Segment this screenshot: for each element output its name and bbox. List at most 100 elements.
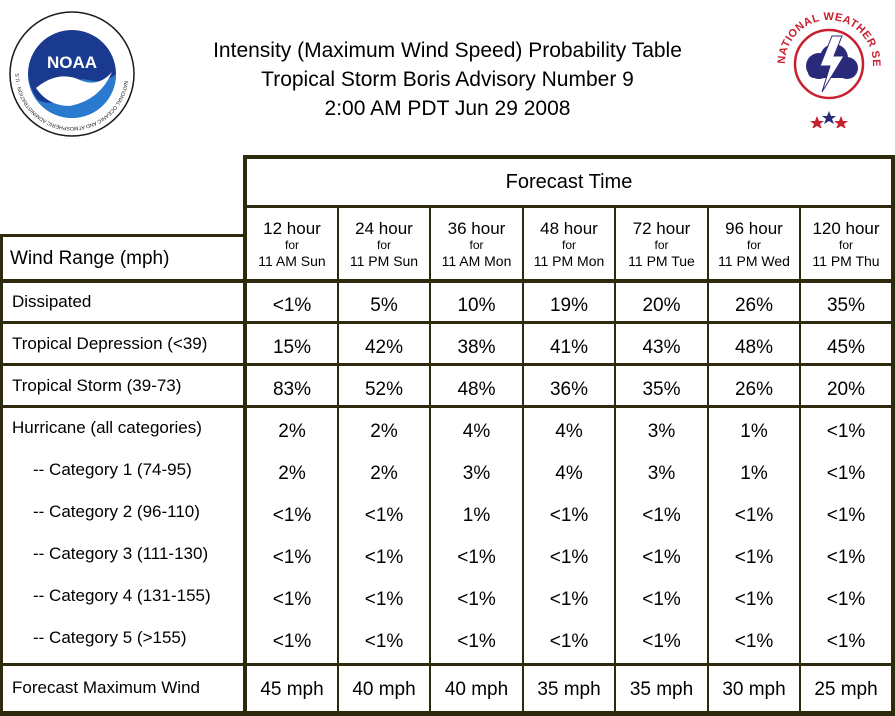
probability-cell: <1% xyxy=(826,631,866,652)
probability-cell: <1% xyxy=(364,589,404,610)
row-label: Tropical Depression (<39) xyxy=(12,334,208,353)
probability-cell: <1% xyxy=(364,631,404,652)
column-header-time: 11 PM Thu xyxy=(812,253,880,269)
probability-cell: 48% xyxy=(457,379,496,400)
column-header-hour: 36 hour xyxy=(447,219,506,238)
probability-cell: <1% xyxy=(272,631,312,652)
probability-cell: <1% xyxy=(642,589,681,610)
column-header-hour: 12 hour xyxy=(263,219,321,238)
probability-cell: 15% xyxy=(272,337,312,358)
column-header-time: 11 PM Mon xyxy=(533,253,605,269)
probability-cell: 35 mph xyxy=(629,679,694,700)
column-header-hour: 72 hour xyxy=(632,219,691,238)
probability-cell: 40 mph xyxy=(352,679,416,700)
column-header-for: for xyxy=(561,238,576,252)
probability-cell: 30 mph xyxy=(722,679,786,700)
probability-cell: 41% xyxy=(549,337,589,358)
probability-cell: <1% xyxy=(549,505,589,526)
row-label: -- Category 2 (96-110) xyxy=(33,502,200,521)
noaa-text: NOAA xyxy=(47,53,97,72)
column-header-for: for xyxy=(838,238,853,252)
probability-cell: 5% xyxy=(370,295,398,316)
column-header-for: for xyxy=(746,238,761,252)
probability-cell: <1% xyxy=(549,589,589,610)
probability-cell: <1% xyxy=(734,505,774,526)
probability-cell: 42% xyxy=(364,337,404,358)
probability-cell: <1% xyxy=(272,295,312,316)
column-header: 12 hour for 11 AM Sun xyxy=(247,208,337,279)
row-label: -- Category 1 (74-95) xyxy=(33,460,192,479)
probability-cell: <1% xyxy=(457,547,496,568)
title-line-3: 2:00 AM PDT Jun 29 2008 xyxy=(324,97,571,120)
probability-cell: 35% xyxy=(826,295,866,316)
probability-cell: 4% xyxy=(555,463,583,484)
probability-cell: <1% xyxy=(272,505,312,526)
probability-cell: <1% xyxy=(826,589,866,610)
row-label: Tropical Storm (39-73) xyxy=(12,376,182,395)
probability-cell: 83% xyxy=(272,379,312,400)
column-header-time: 11 PM Tue xyxy=(628,253,695,269)
column-header-time: 11 PM Sun xyxy=(349,253,419,269)
probability-cell: 43% xyxy=(642,337,681,358)
probability-cell: 3% xyxy=(462,463,491,484)
probability-cell: 52% xyxy=(364,379,404,400)
probability-cell: 2% xyxy=(278,421,306,442)
probability-cell: 40 mph xyxy=(444,679,509,700)
probability-cell: <1% xyxy=(826,463,866,484)
probability-cell: 4% xyxy=(555,421,583,442)
row-label: -- Category 4 (131-155) xyxy=(33,586,211,605)
probability-cell: 35 mph xyxy=(537,679,601,700)
title-line-1: Intensity (Maximum Wind Speed) Probabili… xyxy=(213,39,682,62)
probability-cell: <1% xyxy=(549,547,589,568)
column-header-time: 11 AM Sun xyxy=(258,253,326,269)
probability-cell: 2% xyxy=(278,463,306,484)
column-header: 36 hour for 11 AM Mon xyxy=(431,208,522,279)
probability-cell: 19% xyxy=(549,295,589,316)
probability-cell: 35% xyxy=(642,379,681,400)
probability-cell: 36% xyxy=(549,379,589,400)
probability-cell: 3% xyxy=(647,421,676,442)
forecast-time-header: Forecast Time xyxy=(505,170,633,193)
column-header-hour: 48 hour xyxy=(540,219,598,238)
probability-cell: <1% xyxy=(642,631,681,652)
probability-cell: <1% xyxy=(364,547,404,568)
column-header-for: for xyxy=(654,238,669,252)
probability-cell: 10% xyxy=(457,295,496,316)
probability-cell: <1% xyxy=(457,589,496,610)
probability-cell: 20% xyxy=(826,379,866,400)
probability-cell: <1% xyxy=(826,547,866,568)
column-header-for: for xyxy=(376,238,391,252)
probability-cell: 48% xyxy=(734,337,774,358)
probability-cell: <1% xyxy=(734,631,774,652)
column-header-hour: 96 hour xyxy=(725,219,783,238)
probability-cell: 1% xyxy=(462,505,491,526)
probability-cell: 26% xyxy=(734,295,774,316)
probability-cell: 26% xyxy=(734,379,774,400)
column-header-time: 11 AM Mon xyxy=(441,253,512,269)
probability-cell: <1% xyxy=(457,631,496,652)
probability-cell: <1% xyxy=(272,547,312,568)
row-label: Forecast Maximum Wind xyxy=(12,678,200,697)
probability-cell: 2% xyxy=(370,463,398,484)
column-header: 48 hour for 11 PM Mon xyxy=(524,208,614,279)
probability-cell: 2% xyxy=(370,421,398,442)
probability-cell: <1% xyxy=(826,421,866,442)
probability-cell: 20% xyxy=(642,295,681,316)
row-label: Hurricane (all categories) xyxy=(12,418,202,437)
probability-cell: <1% xyxy=(272,589,312,610)
probability-cell: 3% xyxy=(647,463,676,484)
probability-cell: 1% xyxy=(740,421,768,442)
title-line-2: Tropical Storm Boris Advisory Number 9 xyxy=(261,68,634,91)
probability-cell: <1% xyxy=(642,547,681,568)
column-header: 72 hour for 11 PM Tue xyxy=(616,208,707,279)
column-header-for: for xyxy=(469,238,484,252)
probability-cell: 1% xyxy=(740,463,768,484)
nws-logo-icon: NATIONAL WEATHER SERVICE xyxy=(768,0,886,129)
probability-cell: 25 mph xyxy=(814,679,878,700)
column-header: 24 hour for 11 PM Sun xyxy=(339,208,429,279)
noaa-logo-icon: NOAA NATIONAL OCEANIC AND ATMOSPHERIC AD… xyxy=(6,6,136,138)
probability-cell: 38% xyxy=(457,337,496,358)
probability-cell: <1% xyxy=(734,589,774,610)
column-header-for: for xyxy=(284,238,299,252)
